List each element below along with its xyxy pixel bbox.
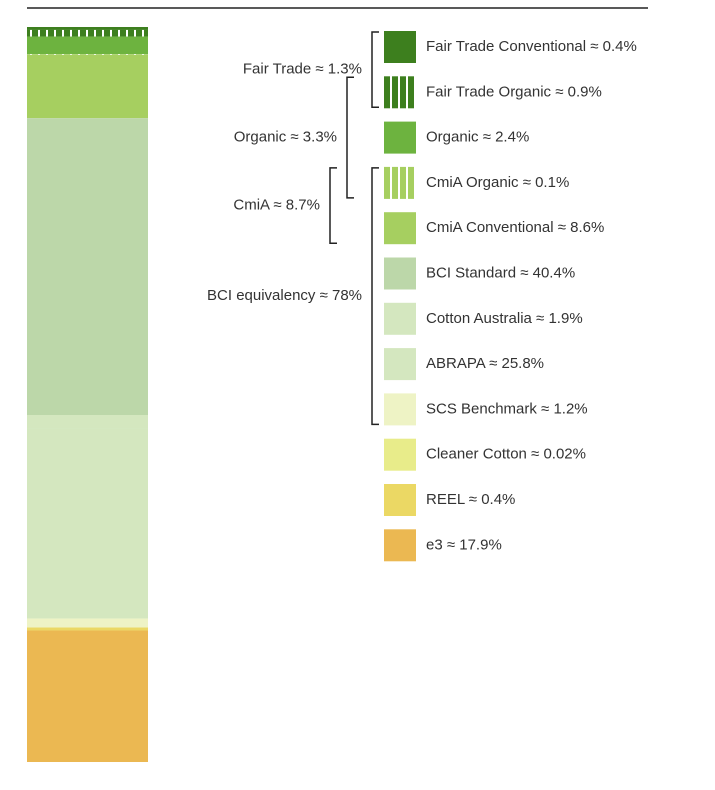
legend-swatch [384, 484, 416, 516]
bracket [346, 76, 354, 199]
legend-label: REEL ≈ 0.4% [426, 491, 515, 508]
bracket-label: Organic ≈ 3.3% [234, 129, 337, 146]
legend-swatch [384, 348, 416, 381]
legend-swatch [384, 121, 416, 154]
bar-segment [27, 27, 148, 30]
legend-label: ABRAPA ≈ 25.8% [426, 355, 544, 372]
bar-segment [27, 54, 148, 55]
legend-swatch [384, 212, 416, 245]
bar-segment [27, 118, 148, 416]
bracket [371, 31, 379, 109]
bar-segment [27, 627, 148, 631]
legend-label: e3 ≈ 17.9% [426, 536, 502, 553]
legend-label: SCS Benchmark ≈ 1.2% [426, 400, 588, 417]
bar-segment [27, 29, 148, 37]
bracket [329, 167, 337, 244]
bracket-label: Fair Trade ≈ 1.3% [243, 61, 362, 78]
legend-swatch [384, 257, 416, 290]
legend-label: Fair Trade Conventional ≈ 0.4% [426, 38, 637, 55]
legend-swatch [384, 393, 416, 426]
legend-label: Cotton Australia ≈ 1.9% [426, 310, 583, 327]
bar-segment [27, 630, 148, 762]
legend-swatch [384, 76, 416, 109]
legend-label: Organic ≈ 2.4% [426, 129, 529, 146]
legend-label: Cleaner Cotton ≈ 0.02% [426, 446, 586, 463]
bracket-label: BCI equivalency ≈ 78% [207, 287, 362, 304]
bracket-label: CmiA ≈ 8.7% [233, 197, 320, 214]
legend-label: Fair Trade Organic ≈ 0.9% [426, 83, 602, 100]
legend-swatch [384, 529, 416, 562]
legend-swatch [384, 438, 416, 471]
bar-segment [27, 415, 148, 429]
bar-segment [27, 36, 148, 55]
bar-segment [27, 54, 148, 119]
bar-segment [27, 618, 148, 628]
legend-label: CmiA Organic ≈ 0.1% [426, 174, 569, 191]
bracket [371, 167, 379, 426]
legend-label: BCI Standard ≈ 40.4% [426, 264, 575, 281]
legend-swatch [384, 302, 416, 335]
legend-swatch [384, 31, 416, 63]
bar-segment [27, 428, 148, 619]
legend-swatch [384, 166, 416, 199]
legend-label: CmiA Conventional ≈ 8.6% [426, 219, 604, 236]
